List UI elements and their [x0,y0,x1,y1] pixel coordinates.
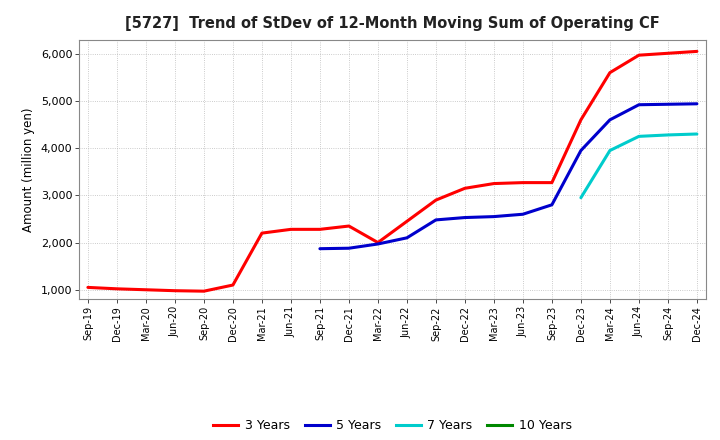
Line: 3 Years: 3 Years [88,51,697,291]
Title: [5727]  Trend of StDev of 12-Month Moving Sum of Operating CF: [5727] Trend of StDev of 12-Month Moving… [125,16,660,32]
3 Years [199,289,208,294]
5 Years [548,202,557,207]
5 Years [402,235,411,241]
7 Years [577,195,585,200]
3 Years [287,227,295,232]
7 Years [634,134,643,139]
3 Years [315,227,324,232]
3 Years [258,231,266,236]
3 Years [548,180,557,185]
3 Years [84,285,92,290]
3 Years [171,288,179,293]
3 Years [374,240,382,245]
3 Years [634,52,643,58]
5 Years [461,215,469,220]
5 Years [374,241,382,246]
3 Years [461,186,469,191]
3 Years [402,219,411,224]
3 Years [142,287,150,293]
5 Years [634,102,643,107]
5 Years [518,212,527,217]
Line: 5 Years: 5 Years [320,104,697,249]
Legend: 3 Years, 5 Years, 7 Years, 10 Years: 3 Years, 5 Years, 7 Years, 10 Years [208,414,577,437]
7 Years [664,132,672,138]
5 Years [315,246,324,251]
3 Years [606,70,614,75]
Line: 7 Years: 7 Years [581,134,697,198]
5 Years [606,117,614,122]
7 Years [693,132,701,137]
5 Years [490,214,498,219]
5 Years [664,102,672,107]
3 Years [345,224,354,229]
7 Years [606,148,614,153]
3 Years [518,180,527,185]
5 Years [345,246,354,251]
3 Years [664,51,672,56]
5 Years [431,217,440,223]
3 Years [693,49,701,54]
3 Years [490,181,498,186]
Y-axis label: Amount (million yen): Amount (million yen) [22,107,35,231]
3 Years [228,282,237,288]
3 Years [577,117,585,122]
5 Years [693,101,701,106]
3 Years [112,286,121,291]
5 Years [577,148,585,153]
3 Years [431,198,440,203]
